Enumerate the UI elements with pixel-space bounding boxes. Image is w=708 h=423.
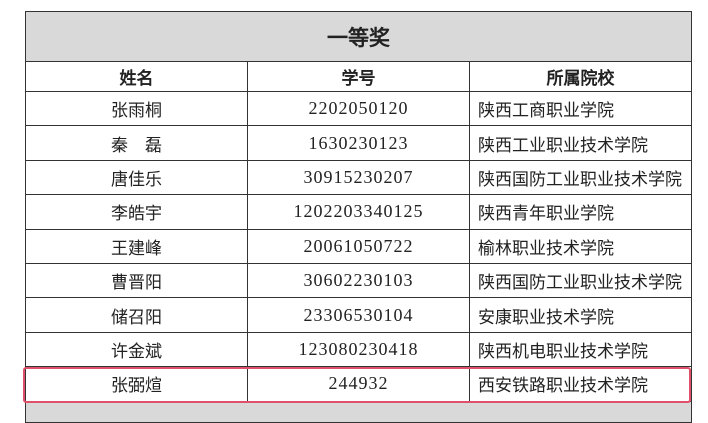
cell-name: 储召阳 xyxy=(25,297,248,333)
header-school: 所属院校 xyxy=(469,61,692,92)
cell-student-id: 1630230123 xyxy=(247,125,470,161)
cell-student-id: 120220334012​5 xyxy=(247,194,470,230)
cell-student-id: 244932 xyxy=(247,366,470,402)
cell-name: 许金斌 xyxy=(25,331,248,368)
cell-school: 陕西机电职业技术学院 xyxy=(469,331,692,368)
cell-student-id: 23306530104 xyxy=(247,297,470,333)
cell-name: 秦 磊 xyxy=(25,125,248,161)
table-row: 李皓宇 120220334012​5 陕西青年职业学院 xyxy=(25,194,692,230)
cell-name: 曹晋阳 xyxy=(25,262,248,299)
table-row: 曹晋阳 30602230103 陕西国防工业职业技术学院 xyxy=(25,262,692,299)
table-row: 唐佳乐 30915230207 陕西国防工业职业技术学院 xyxy=(25,159,692,196)
cell-student-id: 30915230207 xyxy=(247,159,470,196)
cell-name: 张雨桐 xyxy=(25,90,248,127)
table-row: 许金斌 123080230418 陕西机电职业技术学院 xyxy=(25,331,692,368)
award-title: 一等奖 xyxy=(25,11,692,62)
cell-school: 陕西工业职业技术学院 xyxy=(469,125,692,161)
cell-school: 陕西国防工业职业技术学院 xyxy=(469,159,692,196)
cell-school: 西安铁路职业技术学院 xyxy=(469,366,692,402)
table-row: 储召阳 23306530104 安康职业技术学院 xyxy=(25,297,692,333)
table-row: 张雨桐 2202050120 陕西工商职业学院 xyxy=(25,90,692,127)
table-row: 张弼煊 244932 西安铁路职业技术学院 xyxy=(25,366,692,402)
cell-school: 陕西工商职业学院 xyxy=(469,90,692,127)
cell-name: 李皓宇 xyxy=(25,194,248,230)
cell-name: 王建峰 xyxy=(25,228,248,264)
header-name: 姓名 xyxy=(25,61,248,92)
table-row: 秦 磊 1630230123 陕西工业职业技术学院 xyxy=(25,125,692,161)
cell-student-id: 20061050722 xyxy=(247,228,470,264)
cell-school: 陕西国防工业职业技术学院 xyxy=(469,262,692,299)
table-row: 王建峰 20061050722 榆林职业技术学院 xyxy=(25,228,692,264)
cell-school: 榆林职业技术学院 xyxy=(469,228,692,264)
cell-student-id: 123080230418 xyxy=(247,331,470,368)
cell-student-id: 2202050120 xyxy=(247,90,470,127)
cell-school: 安康职业技术学院 xyxy=(469,297,692,333)
cell-name: 张弼煊 xyxy=(25,366,248,402)
next-section-row xyxy=(25,400,692,423)
cell-student-id: 30602230103 xyxy=(247,262,470,299)
cell-name: 唐佳乐 xyxy=(25,159,248,196)
cell-school: 陕西青年职业学院 xyxy=(469,194,692,230)
header-student-id: 学号 xyxy=(247,61,470,92)
